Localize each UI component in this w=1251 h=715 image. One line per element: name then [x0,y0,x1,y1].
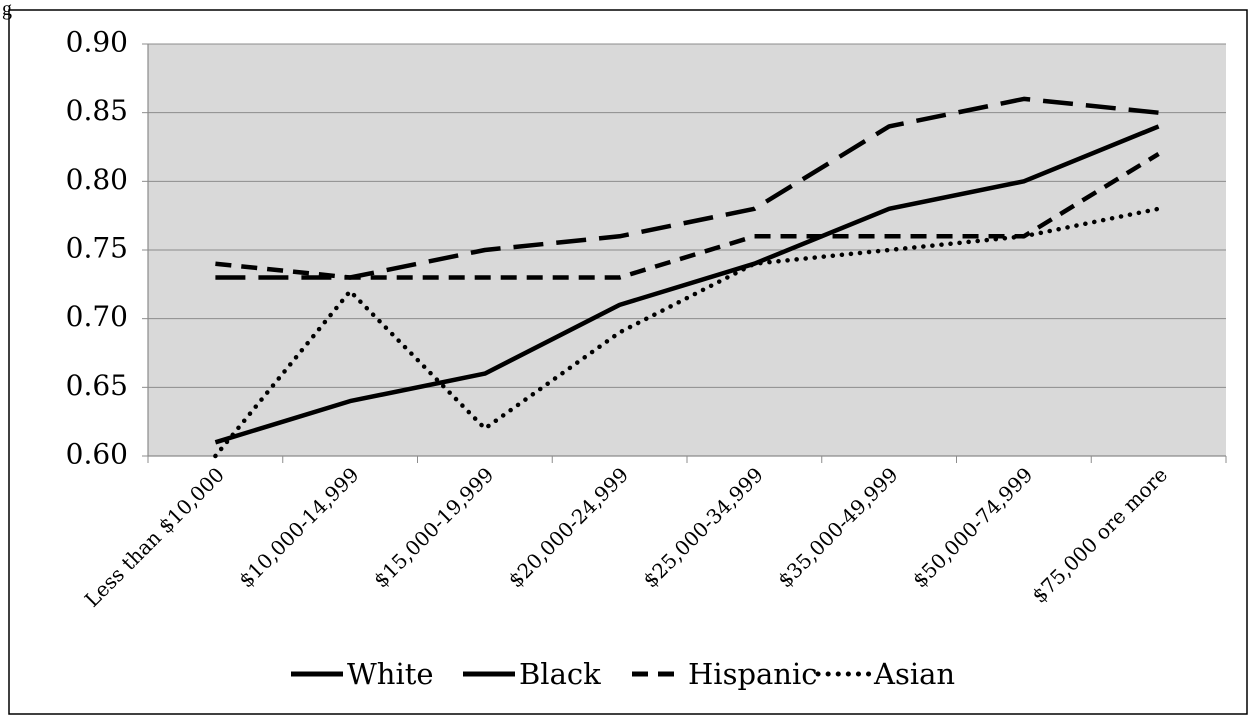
chart-border [8,9,1248,715]
x-tick-label: $20,000-24,999 [503,463,633,593]
legend-label-asian: Asian [873,657,955,691]
legend-label-hispanic: Hispanic [688,657,818,691]
legend: White Black Hispanic Asian [291,657,955,691]
x-tick-label: $10,000-14,999 [234,463,364,593]
legend-label-white: White [347,657,434,691]
x-axis-ticks: Less than $10,000 $10,000-14,999 $15,000-1… [80,456,1227,612]
y-tick-label: 0.70 [66,300,128,333]
y-tick-label: 0.60 [66,438,128,471]
x-tick-label: $15,000-19,999 [369,463,499,593]
series-line-asian [213,206,1161,459]
x-tick-label: $25,000-34,999 [638,463,768,593]
y-axis-ticks: 0.60 0.65 0.70 0.75 0.80 0.85 0.90 [66,26,148,471]
legend-label-black: Black [519,657,601,691]
series-line-black [215,96,1159,280]
y-tick-label: 0.65 [66,369,128,402]
figure-caption: g [2,0,12,20]
y-tick-label: 0.85 [66,94,128,127]
y-tick-label: 0.75 [66,232,128,265]
y-tick-label: 0.80 [66,163,128,196]
x-tick-label: Less than $10,000 [80,463,229,612]
y-tick-label: 0.90 [66,26,128,59]
x-tick-label: $35,000-49,999 [773,463,903,593]
series-lines [213,96,1161,459]
x-tick-label: $50,000-74,999 [908,463,1038,593]
series-line-white [214,124,1160,445]
series-line-hispanic [215,151,1160,280]
x-tick-label: $75,000 ore more [1027,463,1172,608]
